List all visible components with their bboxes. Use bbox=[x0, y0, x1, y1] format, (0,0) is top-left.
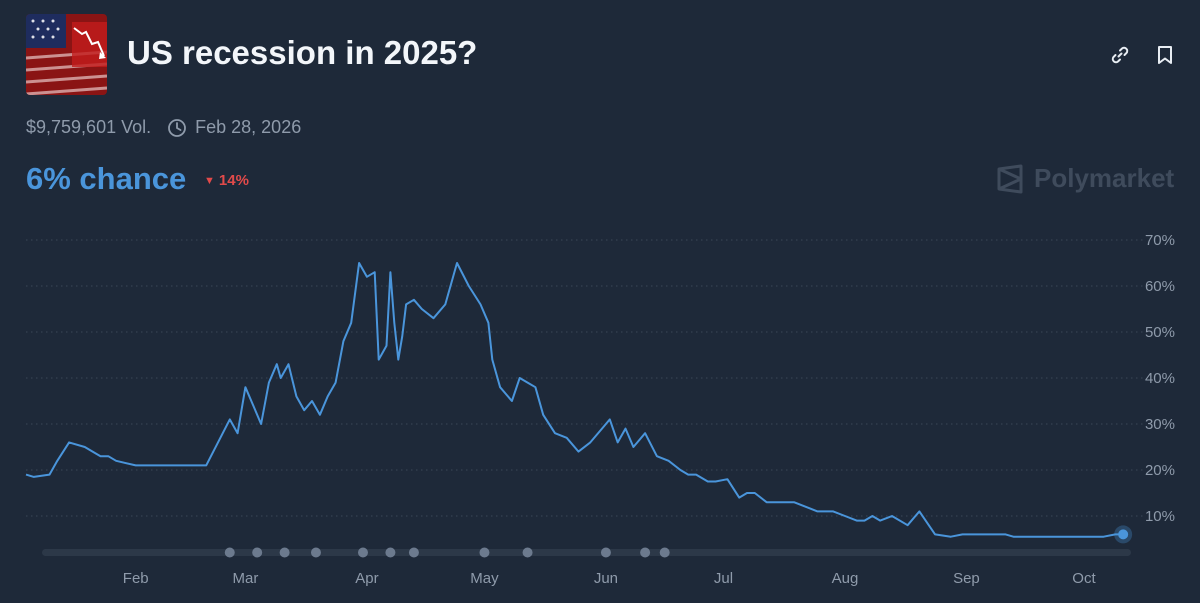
market-thumbnail bbox=[26, 14, 107, 95]
x-tick-label: Sep bbox=[953, 570, 980, 587]
triangle-down-icon: ▼ bbox=[204, 174, 215, 187]
delta-value: 14% bbox=[218, 172, 249, 189]
timeline-scrubber[interactable] bbox=[42, 547, 1131, 558]
volume-text: $9,759,601 Vol. bbox=[26, 117, 152, 137]
y-tick-label: 30% bbox=[1145, 416, 1175, 433]
polymarket-logo-icon bbox=[997, 164, 1023, 193]
series-line bbox=[25, 262, 1124, 538]
timeline-marker[interactable] bbox=[224, 547, 235, 558]
y-tick-label: 10% bbox=[1145, 508, 1175, 525]
x-tick-label: Apr bbox=[355, 570, 378, 587]
x-tick-label: Feb bbox=[123, 570, 149, 587]
y-tick-label: 40% bbox=[1145, 370, 1175, 387]
timeline-marker[interactable] bbox=[310, 547, 321, 558]
y-tick-label: 50% bbox=[1145, 324, 1175, 341]
chart-line-layer bbox=[25, 262, 1133, 544]
y-axis-ticks: 10% 20% 30% 40% 50% 60% 70% bbox=[1145, 232, 1175, 525]
us-flag-recession-thumbnail bbox=[26, 14, 107, 95]
chart-grid bbox=[26, 239, 1145, 517]
x-tick-label: May bbox=[470, 570, 499, 587]
brand-name: Polymarket bbox=[1034, 163, 1175, 193]
x-tick-label: Jun bbox=[594, 570, 618, 587]
timeline-track[interactable] bbox=[42, 549, 1131, 556]
timeline-marker[interactable] bbox=[522, 547, 533, 558]
chance-value: 6% chance bbox=[26, 161, 187, 196]
link-icon[interactable] bbox=[1109, 44, 1131, 66]
chance-delta: ▼ 14% bbox=[204, 172, 249, 189]
x-axis-ticks: Feb Mar Apr May Jun Jul Aug Sep Oct bbox=[123, 570, 1097, 587]
timeline-marker[interactable] bbox=[600, 547, 611, 558]
y-tick-label: 70% bbox=[1145, 232, 1175, 249]
timeline-marker[interactable] bbox=[479, 547, 490, 558]
bookmark-icon[interactable] bbox=[1154, 44, 1176, 66]
y-tick-label: 20% bbox=[1145, 462, 1175, 479]
market-title: US recession in 2025? bbox=[127, 34, 478, 71]
timeline-marker[interactable] bbox=[385, 547, 396, 558]
polymarket-brand: Polymarket bbox=[996, 163, 1174, 194]
y-tick-label: 60% bbox=[1145, 278, 1175, 295]
x-tick-label: Oct bbox=[1072, 570, 1096, 587]
x-tick-label: Jul bbox=[714, 570, 733, 587]
timeline-marker[interactable] bbox=[252, 547, 263, 558]
timeline-marker[interactable] bbox=[659, 547, 670, 558]
timeline-marker[interactable] bbox=[640, 547, 651, 558]
x-tick-label: Aug bbox=[832, 570, 859, 587]
timeline-marker[interactable] bbox=[408, 547, 419, 558]
x-tick-label: Mar bbox=[233, 570, 259, 587]
end-date-text: Feb 28, 2026 bbox=[195, 117, 302, 137]
clock-icon bbox=[168, 118, 187, 137]
market-meta: $9,759,601 Vol. Feb 28, 2026 bbox=[26, 117, 301, 138]
last-point-marker bbox=[1118, 529, 1129, 540]
timeline-marker[interactable] bbox=[357, 547, 368, 558]
timeline-marker[interactable] bbox=[279, 547, 290, 558]
